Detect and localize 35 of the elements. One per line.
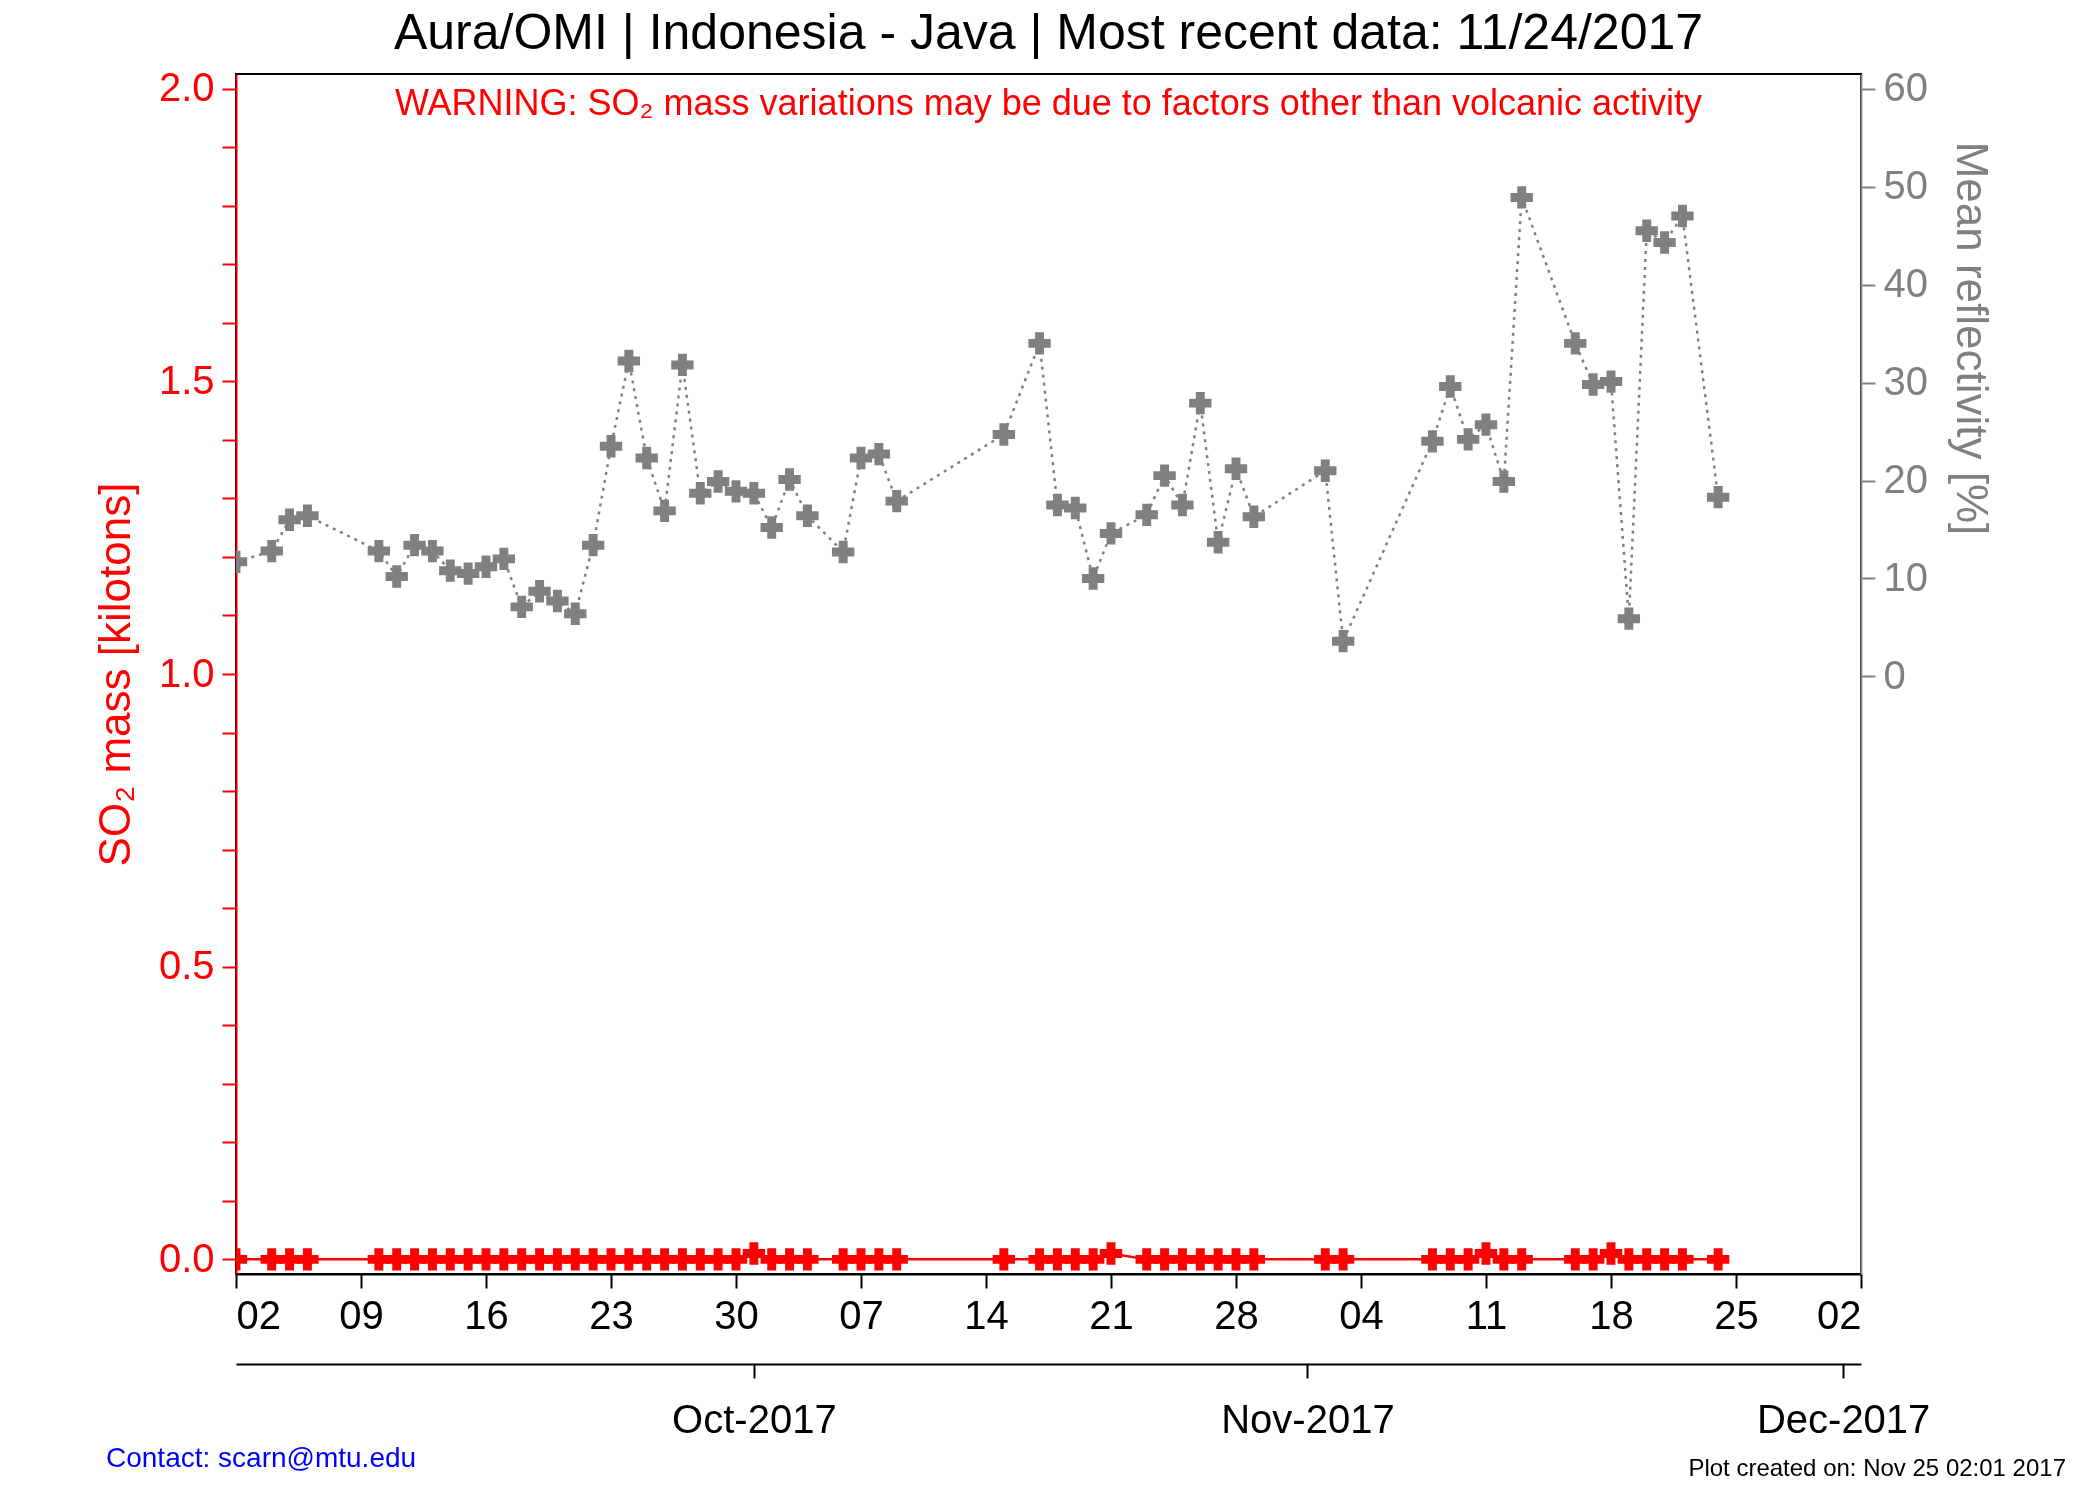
y-tick-label: 0.0 — [158, 1235, 215, 1280]
x-tick-label: 09 — [339, 1292, 384, 1337]
y2-tick-label: 10 — [1883, 554, 1928, 599]
x-tick-label: 30 — [714, 1292, 759, 1337]
x-tick-label: 25 — [1714, 1292, 1759, 1337]
y-axis-title: SO₂ mass [kilotons] — [89, 482, 139, 867]
chart-title: Aura/OMI | Indonesia - Java | Most recent data: 11/24/2017 — [393, 3, 1704, 60]
x-tick-label: 14 — [964, 1292, 1009, 1337]
x2-tick-label: Dec-2017 — [1756, 1396, 1931, 1441]
y-tick-label: 1.0 — [158, 650, 215, 695]
y2-tick-label: 20 — [1883, 457, 1928, 502]
y2-tick-label: 50 — [1883, 163, 1928, 208]
x-tick-label: 28 — [1214, 1292, 1259, 1337]
text: Contact: scarn@mtu.edu — [106, 1442, 417, 1473]
y-tick-label: 1.5 — [158, 357, 215, 402]
x-tick-label: 07 — [839, 1292, 884, 1337]
x-tick-label: 21 — [1089, 1292, 1134, 1337]
x2-tick-label: Oct-2017 — [672, 1396, 837, 1441]
x-tick-label: 02 — [1817, 1292, 1862, 1337]
y2-axis-title: Mean reflectivity [%] — [1947, 141, 1997, 536]
x-tick-label: 18 — [1589, 1292, 1634, 1337]
x-tick-label: 16 — [464, 1292, 509, 1337]
x-tick-label: 02 — [236, 1292, 281, 1337]
x-tick-label: 04 — [1339, 1292, 1384, 1337]
y2-tick-label: 30 — [1883, 359, 1928, 404]
y2-tick-label: 40 — [1883, 261, 1928, 306]
x-tick-label: 23 — [589, 1292, 634, 1337]
y-tick-label: 2.0 — [158, 65, 215, 110]
annotation: WARNING: SO₂ mass variations may be due to factors other than volcanic activity — [394, 82, 1703, 123]
x2-tick-label: Nov-2017 — [1221, 1396, 1395, 1441]
y2-tick-label: 60 — [1883, 65, 1928, 110]
y-tick-label: 0.5 — [158, 943, 215, 988]
text: Plot created on: Nov 25 02:01 2017 — [1688, 1454, 2066, 1481]
y2-tick-label: 0 — [1883, 652, 1906, 697]
x-tick-label: 11 — [1465, 1292, 1508, 1337]
